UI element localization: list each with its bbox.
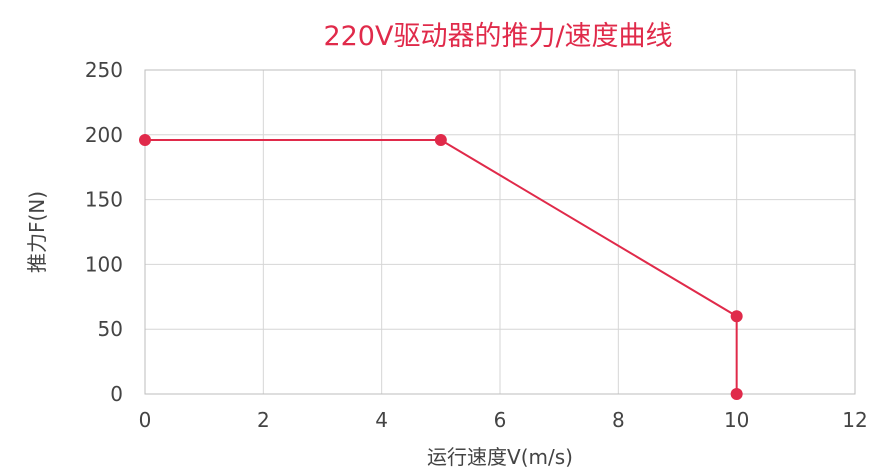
x-axis-ticks: 0 2 4 6 8 10 12 (139, 408, 868, 432)
x-tick-label: 4 (375, 408, 388, 432)
data-point (434, 133, 447, 146)
plot-area (144, 69, 856, 395)
y-axis-ticks: 0 50 100 150 200 250 (85, 58, 123, 406)
y-axis-label: 推力F(N) (25, 191, 49, 273)
x-tick-label: 2 (257, 408, 270, 432)
chart-title: 220V驱动器的推力/速度曲线 (323, 21, 672, 52)
x-tick-label: 6 (494, 408, 507, 432)
x-tick-label: 8 (612, 408, 625, 432)
x-tick-label: 10 (724, 408, 749, 432)
y-tick-label: 150 (85, 188, 123, 212)
x-tick-label: 0 (139, 408, 152, 432)
data-point (139, 133, 151, 146)
series-line (145, 138, 738, 394)
data-point (730, 388, 743, 400)
data-point (730, 310, 743, 323)
grid (144, 69, 856, 395)
y-tick-label: 200 (85, 123, 123, 147)
y-tick-label: 100 (85, 252, 123, 276)
series-layer (139, 133, 743, 400)
y-tick-label: 0 (110, 382, 123, 406)
y-tick-label: 250 (85, 58, 123, 82)
x-axis-label: 运行速度V(m/s) (427, 445, 573, 469)
y-tick-label: 50 (98, 317, 123, 341)
x-tick-label: 12 (842, 408, 867, 432)
